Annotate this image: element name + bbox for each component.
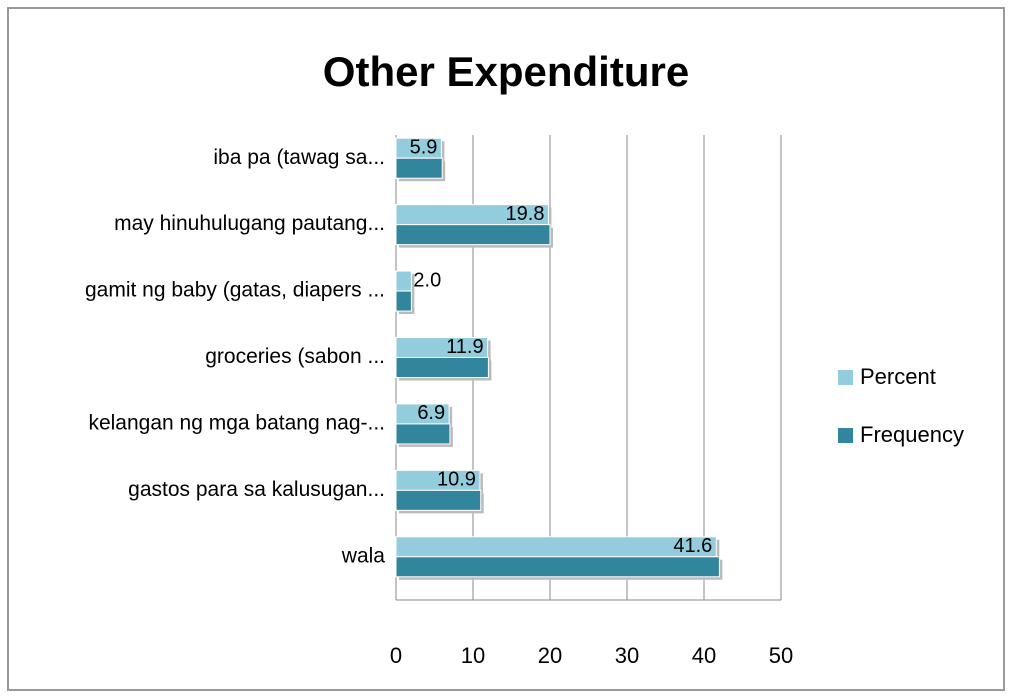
y-tick-label: kelangan ng mga batang nag-... xyxy=(88,411,385,434)
data-label: 10.9 xyxy=(437,469,476,491)
y-tick-label: iba pa (tawag sa... xyxy=(213,146,385,169)
legend-swatch xyxy=(838,428,853,443)
bar xyxy=(395,536,717,558)
x-tick-label: 20 xyxy=(538,643,562,668)
legend-label: Frequency xyxy=(860,422,964,447)
chart-title: Other Expenditure xyxy=(323,48,689,95)
x-tick-label: 50 xyxy=(769,643,793,668)
legend-swatch xyxy=(838,370,853,385)
data-label: 2.0 xyxy=(413,269,441,291)
bar xyxy=(395,157,443,179)
bar xyxy=(395,423,451,445)
data-label: 6.9 xyxy=(417,402,445,424)
x-tick-label: 30 xyxy=(615,643,639,668)
x-tick-label: 0 xyxy=(390,643,402,668)
y-tick-label: gamit ng baby (gatas, diapers ... xyxy=(85,279,385,302)
bar xyxy=(395,270,412,292)
bar xyxy=(395,556,720,578)
x-tick-label: 40 xyxy=(692,643,716,668)
x-tick-label: 10 xyxy=(461,643,485,668)
bar xyxy=(395,224,551,246)
bar xyxy=(395,489,482,511)
data-label: 41.6 xyxy=(673,535,712,557)
data-label: 5.9 xyxy=(410,136,438,158)
y-tick-label: groceries (sabon ... xyxy=(205,345,385,368)
chart-frame xyxy=(7,7,1005,691)
data-label: 19.8 xyxy=(506,203,545,225)
y-tick-label: may hinuhulugang pautang... xyxy=(114,212,385,235)
legend-label: Percent xyxy=(860,364,936,389)
data-label: 11.9 xyxy=(446,336,483,358)
y-tick-label: gastos para sa kalusugan... xyxy=(128,478,385,501)
y-tick-label: wala xyxy=(341,544,386,567)
bar xyxy=(395,290,412,312)
bar xyxy=(395,357,489,378)
